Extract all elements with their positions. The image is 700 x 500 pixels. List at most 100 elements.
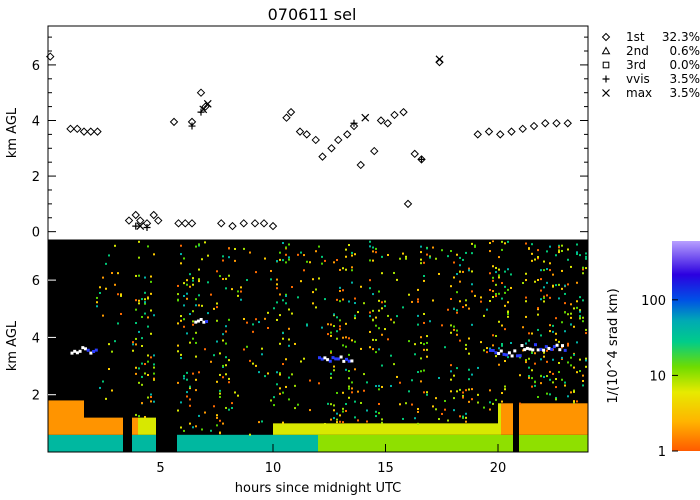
heatmap-cell: [543, 260, 545, 263]
heatmap-cell: [495, 334, 497, 337]
heatmap-cell: [453, 434, 456, 452]
heatmap-cell: [549, 296, 551, 299]
heatmap-cell: [525, 300, 527, 303]
heatmap-cell: [432, 405, 434, 408]
heatmap-cell: [345, 434, 348, 452]
heatmap-cell: [375, 410, 377, 413]
heatmap-cell: [216, 380, 218, 383]
heatmap-cell: [369, 315, 371, 318]
heatmap-cell: [351, 423, 354, 435]
marker-diamond: [399, 107, 408, 117]
heatmap-cell: [420, 357, 422, 360]
heatmap-cell: [255, 434, 258, 452]
heatmap-cell: [348, 396, 350, 399]
heatmap-cell: [417, 371, 419, 374]
heatmap-cell: [147, 373, 149, 376]
heatmap-cell: [186, 279, 188, 282]
marker-diamond: [136, 216, 145, 225]
heatmap-cell: [363, 423, 366, 435]
heatmap-cell: [66, 434, 69, 452]
marker-diamond: [484, 127, 494, 136]
heatmap-cell: [111, 434, 114, 452]
heatmap-cell: [525, 361, 527, 364]
heatmap-cell: [570, 323, 572, 326]
heatmap-cell: [432, 299, 434, 302]
heatmap-cell: [567, 343, 569, 346]
heatmap-cell: [276, 423, 279, 435]
heatmap-cell: [585, 252, 587, 255]
heatmap-cell: [444, 408, 446, 411]
heatmap-cell: [447, 419, 449, 422]
heatmap-cell: [411, 379, 413, 382]
heatmap-cell: [528, 434, 531, 452]
heatmap-cell: [450, 378, 452, 381]
heatmap-cell: [120, 417, 123, 435]
heatmap-cell: [462, 434, 465, 452]
heatmap-cell: [102, 276, 104, 279]
heatmap-cell: [372, 309, 374, 312]
heatmap-cell: [465, 304, 467, 307]
heatmap-cell: [204, 411, 206, 414]
heatmap-cell: [435, 408, 437, 411]
heatmap-cell: [339, 319, 341, 322]
heatmap-cell: [498, 320, 500, 323]
heatmap-cell: [381, 307, 383, 310]
heatmap-cell: [330, 351, 332, 354]
heatmap-cell: [550, 347, 554, 351]
heatmap-cell: [199, 317, 203, 321]
heatmap-cell: [177, 434, 180, 452]
heatmap-cell: [537, 434, 540, 452]
marker-diamond: [217, 219, 226, 228]
marker-diamond: [154, 216, 163, 225]
heatmap-cell: [117, 322, 119, 325]
heatmap-cell: [489, 434, 492, 452]
heatmap-cell: [138, 256, 140, 259]
marker-plus: [418, 155, 425, 163]
heatmap-cell: [387, 434, 390, 452]
marker-plus: [188, 122, 196, 130]
heatmap-cell: [570, 312, 572, 315]
heatmap-cell: [351, 254, 353, 257]
heatmap-cell: [228, 247, 230, 250]
heatmap-cell: [468, 423, 471, 435]
backscatter-x-ticks: 5 10 15 20: [156, 444, 506, 476]
heatmap-cell: [282, 299, 284, 302]
heatmap-cell: [189, 273, 191, 276]
heatmap-cell: [72, 434, 75, 452]
heatmap-cell: [510, 403, 513, 435]
heatmap-cell: [99, 386, 101, 389]
heatmap-cell: [89, 351, 93, 355]
heatmap-cell: [309, 379, 311, 382]
x-tick-label: 20: [490, 461, 507, 476]
heatmap-cell: [195, 434, 198, 452]
heatmap-cell: [120, 294, 122, 297]
heatmap-cell: [426, 391, 428, 394]
heatmap-cell: [348, 337, 350, 340]
heatmap-cell: [57, 434, 60, 452]
heatmap-cell: [444, 434, 447, 452]
heatmap-cell: [285, 385, 287, 388]
heatmap-cell: [564, 302, 566, 305]
heatmap-cell: [348, 353, 350, 356]
heatmap-cell: [285, 294, 287, 297]
heatmap-cell: [330, 434, 333, 452]
heatmap-cell: [519, 374, 521, 377]
heatmap-cell: [390, 423, 393, 435]
heatmap-cell: [111, 350, 113, 353]
marker-diamond: [228, 221, 237, 231]
heatmap-cell: [516, 354, 519, 358]
heatmap-cell: [228, 274, 230, 277]
heatmap-cell: [312, 291, 314, 294]
heatmap-cell: [477, 366, 479, 369]
heatmap-cell: [453, 397, 455, 400]
heatmap-cell: [354, 423, 357, 435]
heatmap-cell: [189, 434, 192, 452]
heatmap-cell: [183, 434, 186, 452]
heatmap-cell: [423, 321, 425, 324]
heatmap-cell: [495, 266, 497, 269]
heatmap-cell: [348, 377, 350, 380]
heatmap-cell: [504, 285, 506, 288]
heatmap-cell: [135, 337, 137, 340]
heatmap-cell: [489, 348, 492, 352]
